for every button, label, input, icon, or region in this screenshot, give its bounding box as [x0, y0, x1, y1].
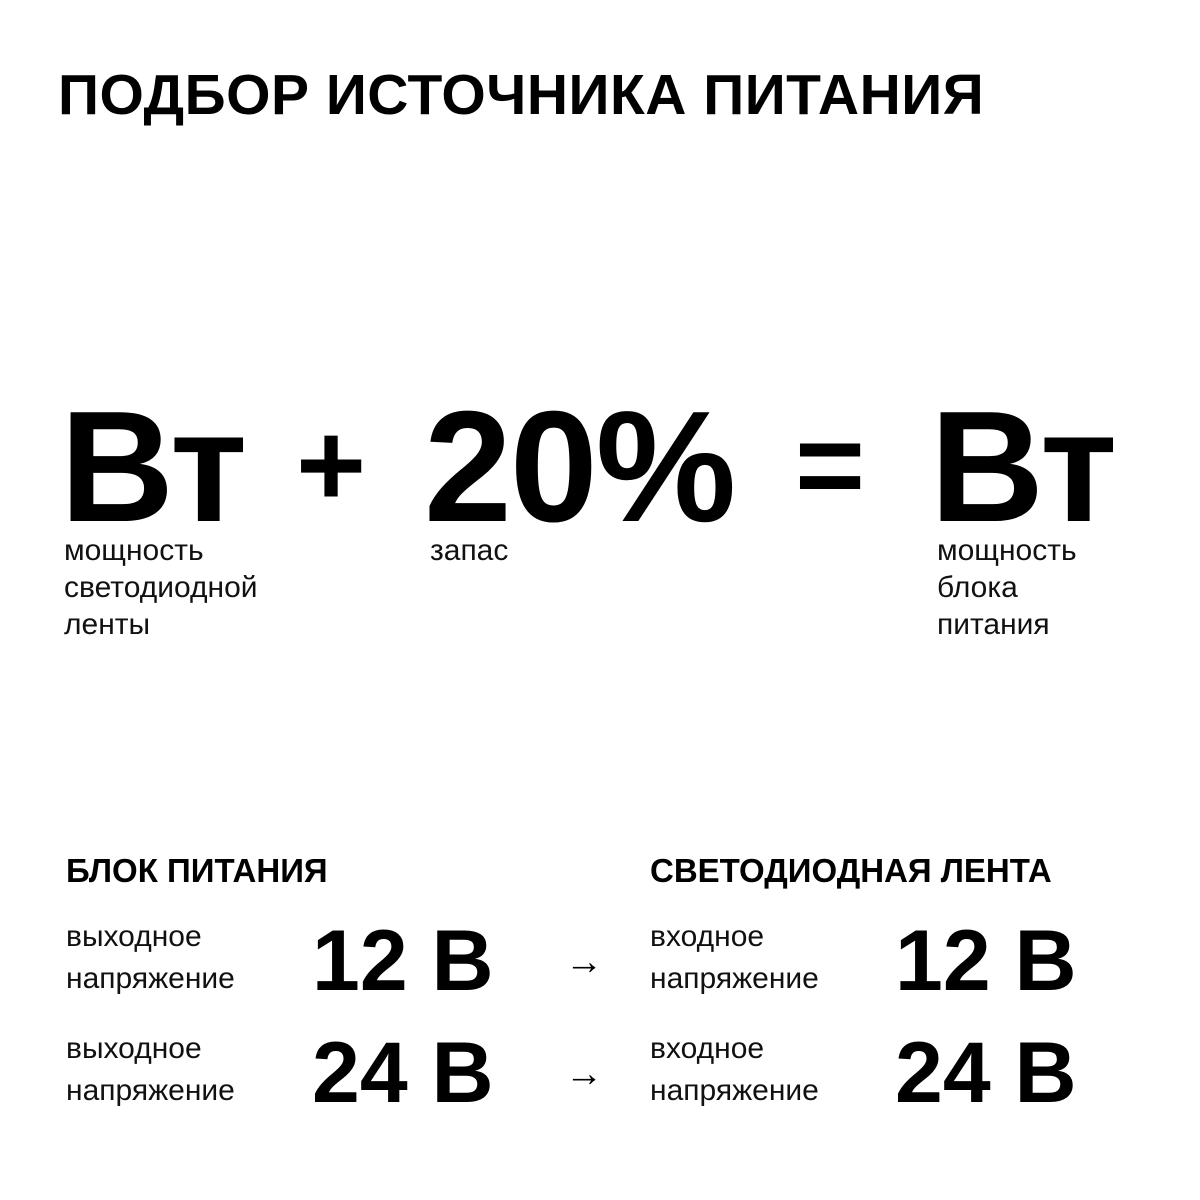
input-voltage-12: 12 В: [895, 913, 1077, 1009]
formula-reserve: 20%: [424, 379, 736, 555]
formula-strip-power: Вт: [60, 379, 247, 555]
label-line: напряжение: [650, 962, 819, 995]
label-line: входное: [650, 920, 765, 953]
led-strip-heading: СВЕТОДИОДНАЯ ЛЕНТА: [650, 852, 1052, 889]
formula-plus: +: [296, 398, 367, 532]
label-line: напряжение: [66, 962, 235, 995]
power-supply-heading: БЛОК ПИТАНИЯ: [66, 852, 328, 889]
label-line: питания: [937, 608, 1050, 641]
label-line: ленты: [64, 608, 151, 641]
label-line: мощность: [937, 534, 1077, 567]
label-line: запас: [430, 534, 509, 567]
output-voltage-24: 24 В: [312, 1025, 494, 1121]
input-voltage-label: входное напряжение: [650, 1028, 819, 1112]
label-line: выходное: [66, 920, 202, 953]
label-line: блока: [937, 571, 1018, 604]
label-line: мощность: [64, 534, 204, 567]
formula-supply-power: Вт: [930, 379, 1117, 555]
output-voltage-12: 12 В: [312, 913, 494, 1009]
page-title: ПОДБОР ИСТОЧНИКА ПИТАНИЯ: [58, 63, 985, 127]
label-line: входное: [650, 1032, 765, 1065]
label-line: выходное: [66, 1032, 202, 1065]
label-line: напряжение: [66, 1074, 235, 1107]
input-voltage-label: входное напряжение: [650, 916, 819, 1000]
input-voltage-24: 24 В: [895, 1025, 1077, 1121]
arrow-right-icon: →: [565, 1053, 603, 1095]
strip-power-label: мощность светодиодной ленты: [64, 532, 258, 643]
output-voltage-label: выходное напряжение: [66, 1028, 235, 1112]
reserve-label: запас: [430, 532, 508, 569]
label-line: напряжение: [650, 1074, 819, 1107]
output-voltage-label: выходное напряжение: [66, 916, 235, 1000]
formula-equals: =: [795, 398, 866, 532]
arrow-right-icon: →: [565, 941, 603, 983]
supply-power-label: мощность блока питания: [937, 532, 1077, 643]
label-line: светодиодной: [64, 571, 258, 604]
